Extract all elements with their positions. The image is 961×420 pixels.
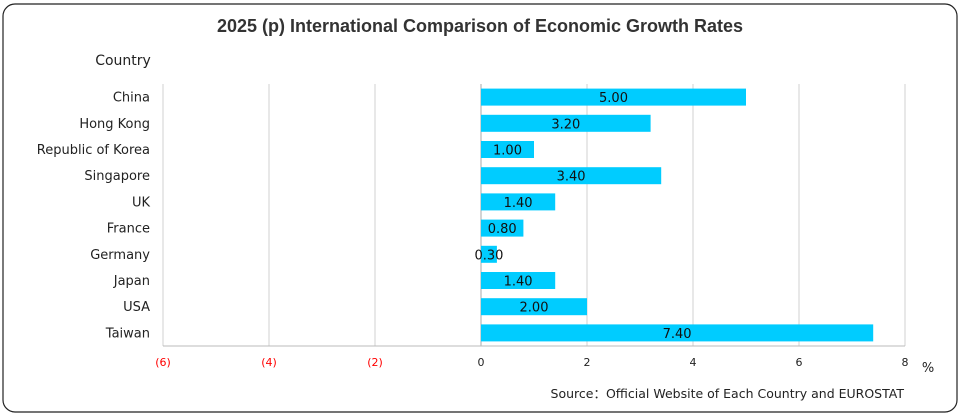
data-label: 1.40 — [504, 275, 533, 290]
bar — [481, 324, 874, 342]
category-label: China — [113, 91, 150, 106]
x-axis-unit: % — [922, 361, 934, 376]
bar — [481, 272, 556, 289]
data-label: 2.00 — [520, 301, 549, 316]
x-tick-label: (6) — [155, 356, 171, 369]
bar — [481, 245, 497, 263]
bar — [481, 219, 524, 237]
bar — [481, 114, 651, 132]
x-tick-label: (2) — [367, 356, 383, 369]
source-note: Source：Official Website of Each Country … — [551, 386, 905, 401]
x-tick-label: 6 — [796, 356, 803, 369]
category-label: Japan — [113, 274, 150, 289]
x-tick-label: 8 — [902, 356, 909, 369]
data-label: 5.00 — [599, 91, 628, 106]
data-label: 1.00 — [493, 144, 522, 159]
category-label: France — [107, 222, 150, 237]
bar — [481, 88, 746, 106]
category-label: Germany — [90, 248, 150, 263]
category-label: Republic of Korea — [37, 143, 150, 158]
data-label: 1.40 — [504, 196, 533, 211]
data-label: 0.30 — [474, 248, 503, 263]
category-label: Taiwan — [105, 326, 150, 341]
chart-border — [2, 3, 958, 413]
bar — [481, 167, 662, 185]
category-label: USA — [123, 300, 150, 315]
data-label: 7.40 — [663, 327, 692, 342]
data-label: 3.40 — [557, 170, 586, 185]
chart-title: 2025 (p) International Comparison of Eco… — [217, 16, 743, 36]
x-tick-label: 2 — [584, 356, 591, 369]
category-label: Hong Kong — [79, 117, 150, 132]
bar — [481, 141, 534, 158]
y-axis-title: Country — [95, 53, 151, 69]
bar — [481, 193, 556, 211]
x-tick-label: 4 — [690, 356, 697, 369]
category-label: Singapore — [84, 169, 150, 184]
category-label: UK — [132, 195, 151, 210]
x-tick-label: (4) — [261, 356, 277, 369]
bar — [481, 298, 587, 316]
data-label: 0.80 — [488, 222, 517, 237]
x-tick-label: 0 — [478, 356, 485, 369]
data-label: 3.20 — [551, 117, 580, 132]
